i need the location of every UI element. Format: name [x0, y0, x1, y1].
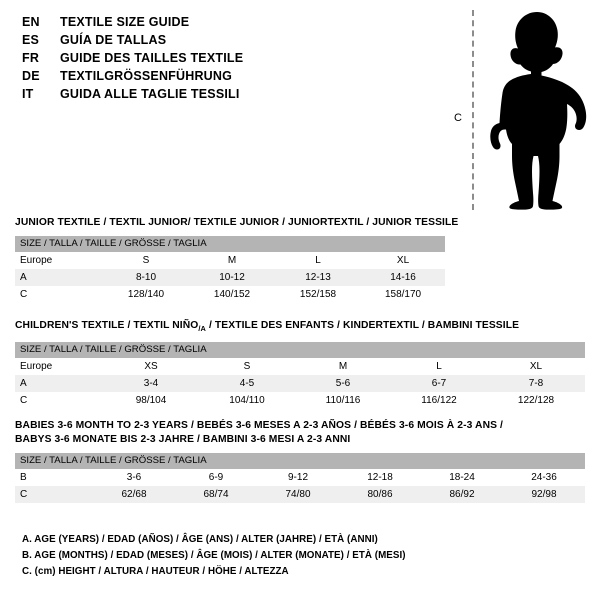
section-title: CHILDREN'S TEXTILE / TEXTIL NIÑO/A / TEX…	[15, 319, 585, 336]
section-title-line1: BABIES 3-6 MONTH TO 2-3 YEARS / BEBÉS 3-…	[15, 420, 503, 431]
table-row: A 3-4 4-5 5-6 6-7 7-8	[15, 375, 585, 393]
table-cell: XL	[361, 252, 446, 269]
table-cell: XL	[487, 358, 585, 376]
row-label: B	[15, 469, 93, 486]
table-cell: 6-7	[391, 375, 487, 393]
table-cell: L	[275, 252, 361, 269]
table-cell: 140/152	[189, 286, 275, 303]
table-cell: 128/140	[103, 286, 189, 303]
section-title: JUNIOR TEXTILE / TEXTIL JUNIOR/ TEXTILE …	[15, 217, 459, 228]
table-band-header: SIZE / TALLA / TAILLE / GRÖSSE / TAGLIA	[15, 453, 585, 469]
table-row: B 3-6 6-9 9-12 12-18 18-24 24-36	[15, 469, 585, 486]
table-cell: 9-12	[257, 469, 339, 486]
table-cell: 18-24	[421, 469, 503, 486]
language-title: GUIDE DES TAILLES TEXTILE	[60, 51, 244, 65]
section-childrens-textile: CHILDREN'S TEXTILE / TEXTIL NIÑO/A / TEX…	[15, 319, 585, 410]
language-code: FR	[22, 51, 40, 65]
child-silhouette-icon	[490, 12, 587, 210]
row-label: C	[15, 392, 103, 410]
table-cell: M	[295, 358, 391, 376]
table-cell: 14-16	[361, 269, 446, 286]
table-cell: S	[199, 358, 295, 376]
table-cell: 5-6	[295, 375, 391, 393]
row-label: C	[15, 286, 103, 303]
table-cell: 92/98	[503, 486, 585, 503]
height-illustration: C	[440, 8, 590, 213]
table-cell: 158/170	[361, 286, 446, 303]
section-title-part1: CHILDREN'S TEXTILE / TEXTIL NIÑO	[15, 320, 199, 331]
height-marker-label: C	[454, 112, 462, 124]
row-label: Europe	[15, 252, 103, 269]
table-cell: 3-6	[93, 469, 175, 486]
table-row: Europe S M L XL	[15, 252, 446, 269]
legend-block: A. AGE (YEARS) / EDAD (AÑOS) / ÂGE (ANS)…	[22, 532, 542, 580]
legend-line-a: A. AGE (YEARS) / EDAD (AÑOS) / ÂGE (ANS)…	[22, 534, 378, 545]
table-band-header: SIZE / TALLA / TAILLE / GRÖSSE / TAGLIA	[15, 236, 446, 252]
babies-size-table: SIZE / TALLA / TAILLE / GRÖSSE / TAGLIA …	[15, 453, 585, 503]
table-row: A 8-10 10-12 12-13 14-16	[15, 269, 446, 286]
table-cell: 104/110	[199, 392, 295, 410]
language-code: ES	[22, 33, 40, 47]
band-header-label: SIZE / TALLA / TAILLE / GRÖSSE / TAGLIA	[15, 236, 446, 252]
children-size-table: SIZE / TALLA / TAILLE / GRÖSSE / TAGLIA …	[15, 342, 585, 410]
legend-line-c: C. (cm) HEIGHT / ALTURA / HAUTEUR / HÖHE…	[22, 566, 289, 577]
legend-line-b: B. AGE (MONTHS) / EDAD (MESES) / ÂGE (MO…	[22, 550, 406, 561]
table-row: C 128/140 140/152 152/158 158/170	[15, 286, 446, 303]
table-cell: 8-10	[103, 269, 189, 286]
language-title: GUIDA ALLE TAGLIE TESSILI	[60, 87, 240, 101]
table-cell: XS	[103, 358, 199, 376]
language-title: TEXTILE SIZE GUIDE	[60, 15, 190, 29]
table-cell: 74/80	[257, 486, 339, 503]
table-cell: 116/122	[391, 392, 487, 410]
row-label: C	[15, 486, 93, 503]
table-row: C 98/104 104/110 110/116 116/122 122/128	[15, 392, 585, 410]
section-junior-textile: JUNIOR TEXTILE / TEXTIL JUNIOR/ TEXTILE …	[15, 216, 459, 303]
table-cell: 7-8	[487, 375, 585, 393]
table-cell: 152/158	[275, 286, 361, 303]
row-label: A	[15, 269, 103, 286]
table-cell: 122/128	[487, 392, 585, 410]
section-babies-textile: BABIES 3-6 MONTH TO 2-3 YEARS / BEBÉS 3-…	[15, 419, 585, 503]
table-row: Europe XS S M L XL	[15, 358, 585, 376]
table-band-header: SIZE / TALLA / TAILLE / GRÖSSE / TAGLIA	[15, 342, 585, 359]
table-cell: 4-5	[199, 375, 295, 393]
table-cell: 80/86	[339, 486, 421, 503]
table-cell: 24-36	[503, 469, 585, 486]
language-row: EN TEXTILE SIZE GUIDE	[22, 13, 422, 31]
row-label: A	[15, 375, 103, 393]
table-cell: 86/92	[421, 486, 503, 503]
section-title-part2: / TEXTILE DES ENFANTS / KINDERTEXTIL / B…	[206, 320, 520, 331]
table-cell: 62/68	[93, 486, 175, 503]
band-header-label: SIZE / TALLA / TAILLE / GRÖSSE / TAGLIA	[15, 453, 585, 469]
language-header-block: EN TEXTILE SIZE GUIDE ES GUÍA DE TALLAS …	[22, 13, 422, 103]
language-code: IT	[22, 87, 34, 101]
row-label: Europe	[15, 358, 103, 376]
language-code: DE	[22, 69, 40, 83]
band-header-label: SIZE / TALLA / TAILLE / GRÖSSE / TAGLIA	[15, 342, 585, 359]
table-cell: L	[391, 358, 487, 376]
table-cell: 68/74	[175, 486, 257, 503]
table-cell: 3-4	[103, 375, 199, 393]
table-row: C 62/68 68/74 74/80 80/86 86/92 92/98	[15, 486, 585, 503]
language-row: ES GUÍA DE TALLAS	[22, 31, 422, 49]
table-cell: 10-12	[189, 269, 275, 286]
language-row: IT GUIDA ALLE TAGLIE TESSILI	[22, 85, 422, 103]
section-title-subscript: /A	[198, 324, 206, 334]
language-row: FR GUIDE DES TAILLES TEXTILE	[22, 49, 422, 67]
table-cell: 12-18	[339, 469, 421, 486]
table-cell: M	[189, 252, 275, 269]
language-title: TEXTILGRÖSSENFÜHRUNG	[60, 69, 233, 83]
table-cell: S	[103, 252, 189, 269]
table-cell: 12-13	[275, 269, 361, 286]
section-title-line2: BABYS 3-6 MONATE BIS 2-3 JAHRE / BAMBINI…	[15, 434, 351, 445]
language-row: DE TEXTILGRÖSSENFÜHRUNG	[22, 67, 422, 85]
table-cell: 98/104	[103, 392, 199, 410]
language-title: GUÍA DE TALLAS	[60, 33, 167, 47]
junior-size-table: SIZE / TALLA / TAILLE / GRÖSSE / TAGLIA …	[15, 236, 446, 303]
table-cell: 110/116	[295, 392, 391, 410]
table-cell: 6-9	[175, 469, 257, 486]
language-code: EN	[22, 15, 40, 29]
dashed-vertical-line-icon	[472, 10, 474, 210]
